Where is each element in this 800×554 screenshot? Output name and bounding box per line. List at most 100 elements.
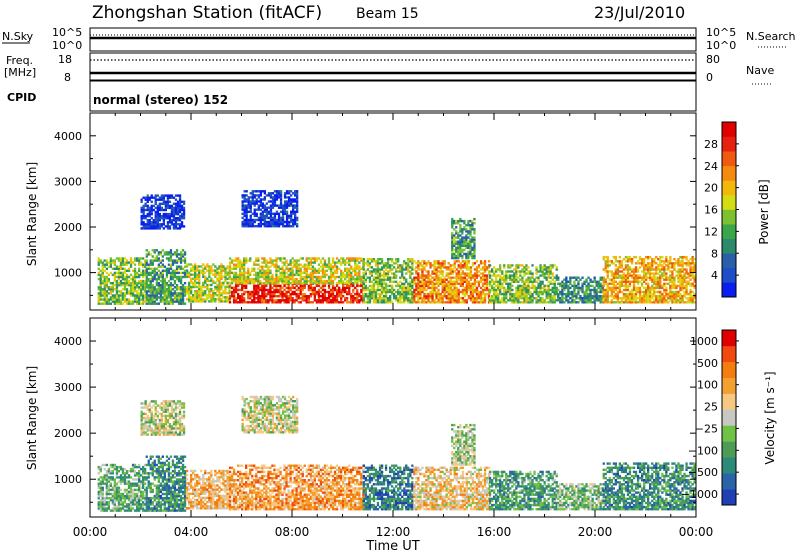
heatmap-cell [393,266,396,269]
heatmap-cell [265,295,268,298]
heatmap-cell [455,297,458,300]
heatmap-cell [366,258,369,261]
heatmap-cell [131,269,135,272]
heatmap-cell [327,263,331,266]
heatmap-cell [628,297,632,300]
heatmap-cell [503,292,506,296]
heatmap-cell [555,278,558,281]
heatmap-cell [374,280,378,283]
heatmap-cell [376,284,380,288]
heatmap-cell [378,274,382,277]
heatmap-cell [220,269,223,272]
heatmap-cell [521,301,524,304]
heatmap-cell [447,272,450,275]
heatmap-cell [485,284,489,288]
heatmap-cell [673,266,676,269]
heatmap-cell [216,287,219,291]
heatmap-cell [173,275,177,279]
heatmap-cell [693,274,696,277]
heatmap-cell [358,271,361,275]
heatmap-cell [163,296,166,299]
heatmap-cell [247,222,250,226]
heatmap-cell [679,284,682,288]
heatmap-cell [571,292,574,296]
heatmap-cell [395,274,398,277]
heatmap-cell [459,266,462,269]
heatmap-cell [417,288,420,292]
heatmap-cell [655,278,658,281]
heatmap-cell [663,278,666,281]
heatmap-cell [604,290,607,294]
heatmap-cell [214,300,217,303]
heatmap-cell [136,296,139,299]
heatmap-cell [188,263,191,266]
heatmap-cell [253,218,256,222]
heatmap-cell [196,292,199,295]
heatmap-cell [559,292,562,296]
heatmap-cell [671,282,674,285]
heatmap-cell [166,198,170,201]
heatmap-cell [645,264,648,267]
heatmap-cell [630,270,634,273]
heatmap-cell [505,301,508,304]
heatmap-cell [218,289,221,293]
heatmap-cell [626,268,630,271]
heatmap-cell [155,298,158,301]
heatmap-cell [165,251,169,254]
heatmap-cell [624,260,628,263]
heatmap-cell [632,276,636,279]
heatmap-cell [382,278,386,281]
heatmap-cell [265,208,268,211]
heatmap-cell [356,273,359,277]
heatmap-cell [323,265,327,268]
heatmap-cell [485,286,489,290]
heatmap-cell [565,286,568,290]
heatmap-cell [523,301,526,304]
heatmap-cell [595,299,598,302]
heatmap-cell [491,278,494,281]
heatmap-cell [671,272,674,275]
heatmap-cell [113,302,116,305]
heatmap-cell [376,270,380,273]
heatmap-cell [204,294,207,297]
heatmap-cell [149,253,152,256]
heatmap-cell [297,265,300,268]
heatmap-cell [279,290,282,294]
heatmap-cell [123,298,127,301]
heatmap-cell [612,290,615,294]
heatmap-cell [161,271,164,275]
heatmap-cell [487,295,491,298]
heatmap-cell [151,284,154,287]
heatmap-cell [271,292,274,296]
heatmap-cell [123,286,127,289]
heatmap-cell [382,266,386,269]
heatmap-cell [234,282,238,285]
heatmap-cell [407,292,410,296]
heatmap-cell [638,274,642,277]
heatmap-cell [632,272,636,275]
heatmap-cell [453,282,456,285]
heatmap-cell [255,214,258,218]
heatmap-cell [622,258,626,261]
heatmap-cell [677,274,680,277]
heatmap-cell [226,296,229,299]
heatmap-cell [645,299,648,302]
heatmap-cell [277,299,280,302]
heatmap-cell [261,218,264,222]
heatmap-cell [677,270,680,273]
heatmap-cell [645,290,648,294]
heatmap-cell [473,282,477,285]
heatmap-cell [228,265,232,268]
heatmap-cell [333,299,337,302]
heatmap-cell [465,260,468,263]
heatmap-cell [475,299,479,302]
heatmap-cell [177,277,181,281]
heatmap-cell [210,269,213,272]
heatmap-cell [499,282,502,285]
heatmap-cell [247,295,250,298]
heatmap-cell [626,258,630,261]
heatmap-cell [230,277,234,281]
heatmap-cell [393,297,396,300]
heatmap-cell [241,277,244,281]
heatmap-cell [495,268,498,271]
